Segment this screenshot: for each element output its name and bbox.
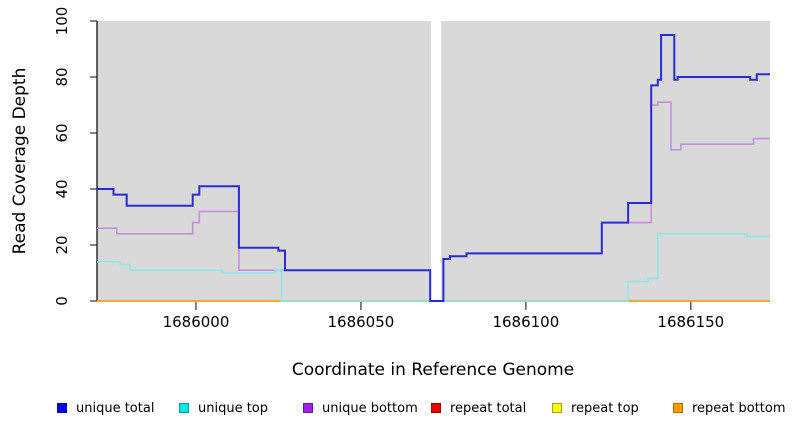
legend-label: unique bottom [322,400,418,416]
y-tick-label: 60 [53,123,71,143]
legend-label: repeat total [450,400,527,416]
x-tick-label: 1686150 [657,313,725,331]
legend-swatch-icon [57,403,67,413]
legend-swatch-icon [431,403,441,413]
legend-swatch-icon [673,403,683,413]
legend-item-unique-bottom: unique bottom [303,398,418,418]
y-tick-label: 20 [53,235,71,255]
legend-label: repeat bottom [692,400,786,416]
x-tick-label: 1686050 [327,313,395,331]
y-tick-label: 0 [53,296,71,306]
legend-swatch-icon [179,403,189,413]
legend-item-repeat-bottom: repeat bottom [673,398,786,418]
y-axis-title: Read Coverage Depth [10,67,30,255]
legend-label: unique total [76,400,155,416]
x-tick-label: 1686100 [492,313,560,331]
x-tick-label: 1686000 [162,313,230,331]
legend-swatch-icon [552,403,562,413]
series-line-unique-total [97,34,770,302]
y-tick-label: 80 [53,67,71,87]
legend-item-unique-top: unique top [179,398,268,418]
gap-band [430,21,442,301]
legend-item-repeat-total: repeat total [431,398,526,418]
y-tick-label: 100 [53,6,71,36]
x-axis-title: Coordinate in Reference Genome [291,360,575,380]
y-tick-label: 40 [53,179,71,199]
legend-label: unique top [198,400,269,416]
series-line-unique-top [97,233,770,302]
legend: unique total unique top unique bottom repea… [0,398,792,420]
legend-swatch-icon [303,403,313,413]
legend-item-unique-total: unique total [57,398,154,418]
legend-label: repeat top [571,400,639,416]
legend-item-repeat-top: repeat top [552,398,639,418]
